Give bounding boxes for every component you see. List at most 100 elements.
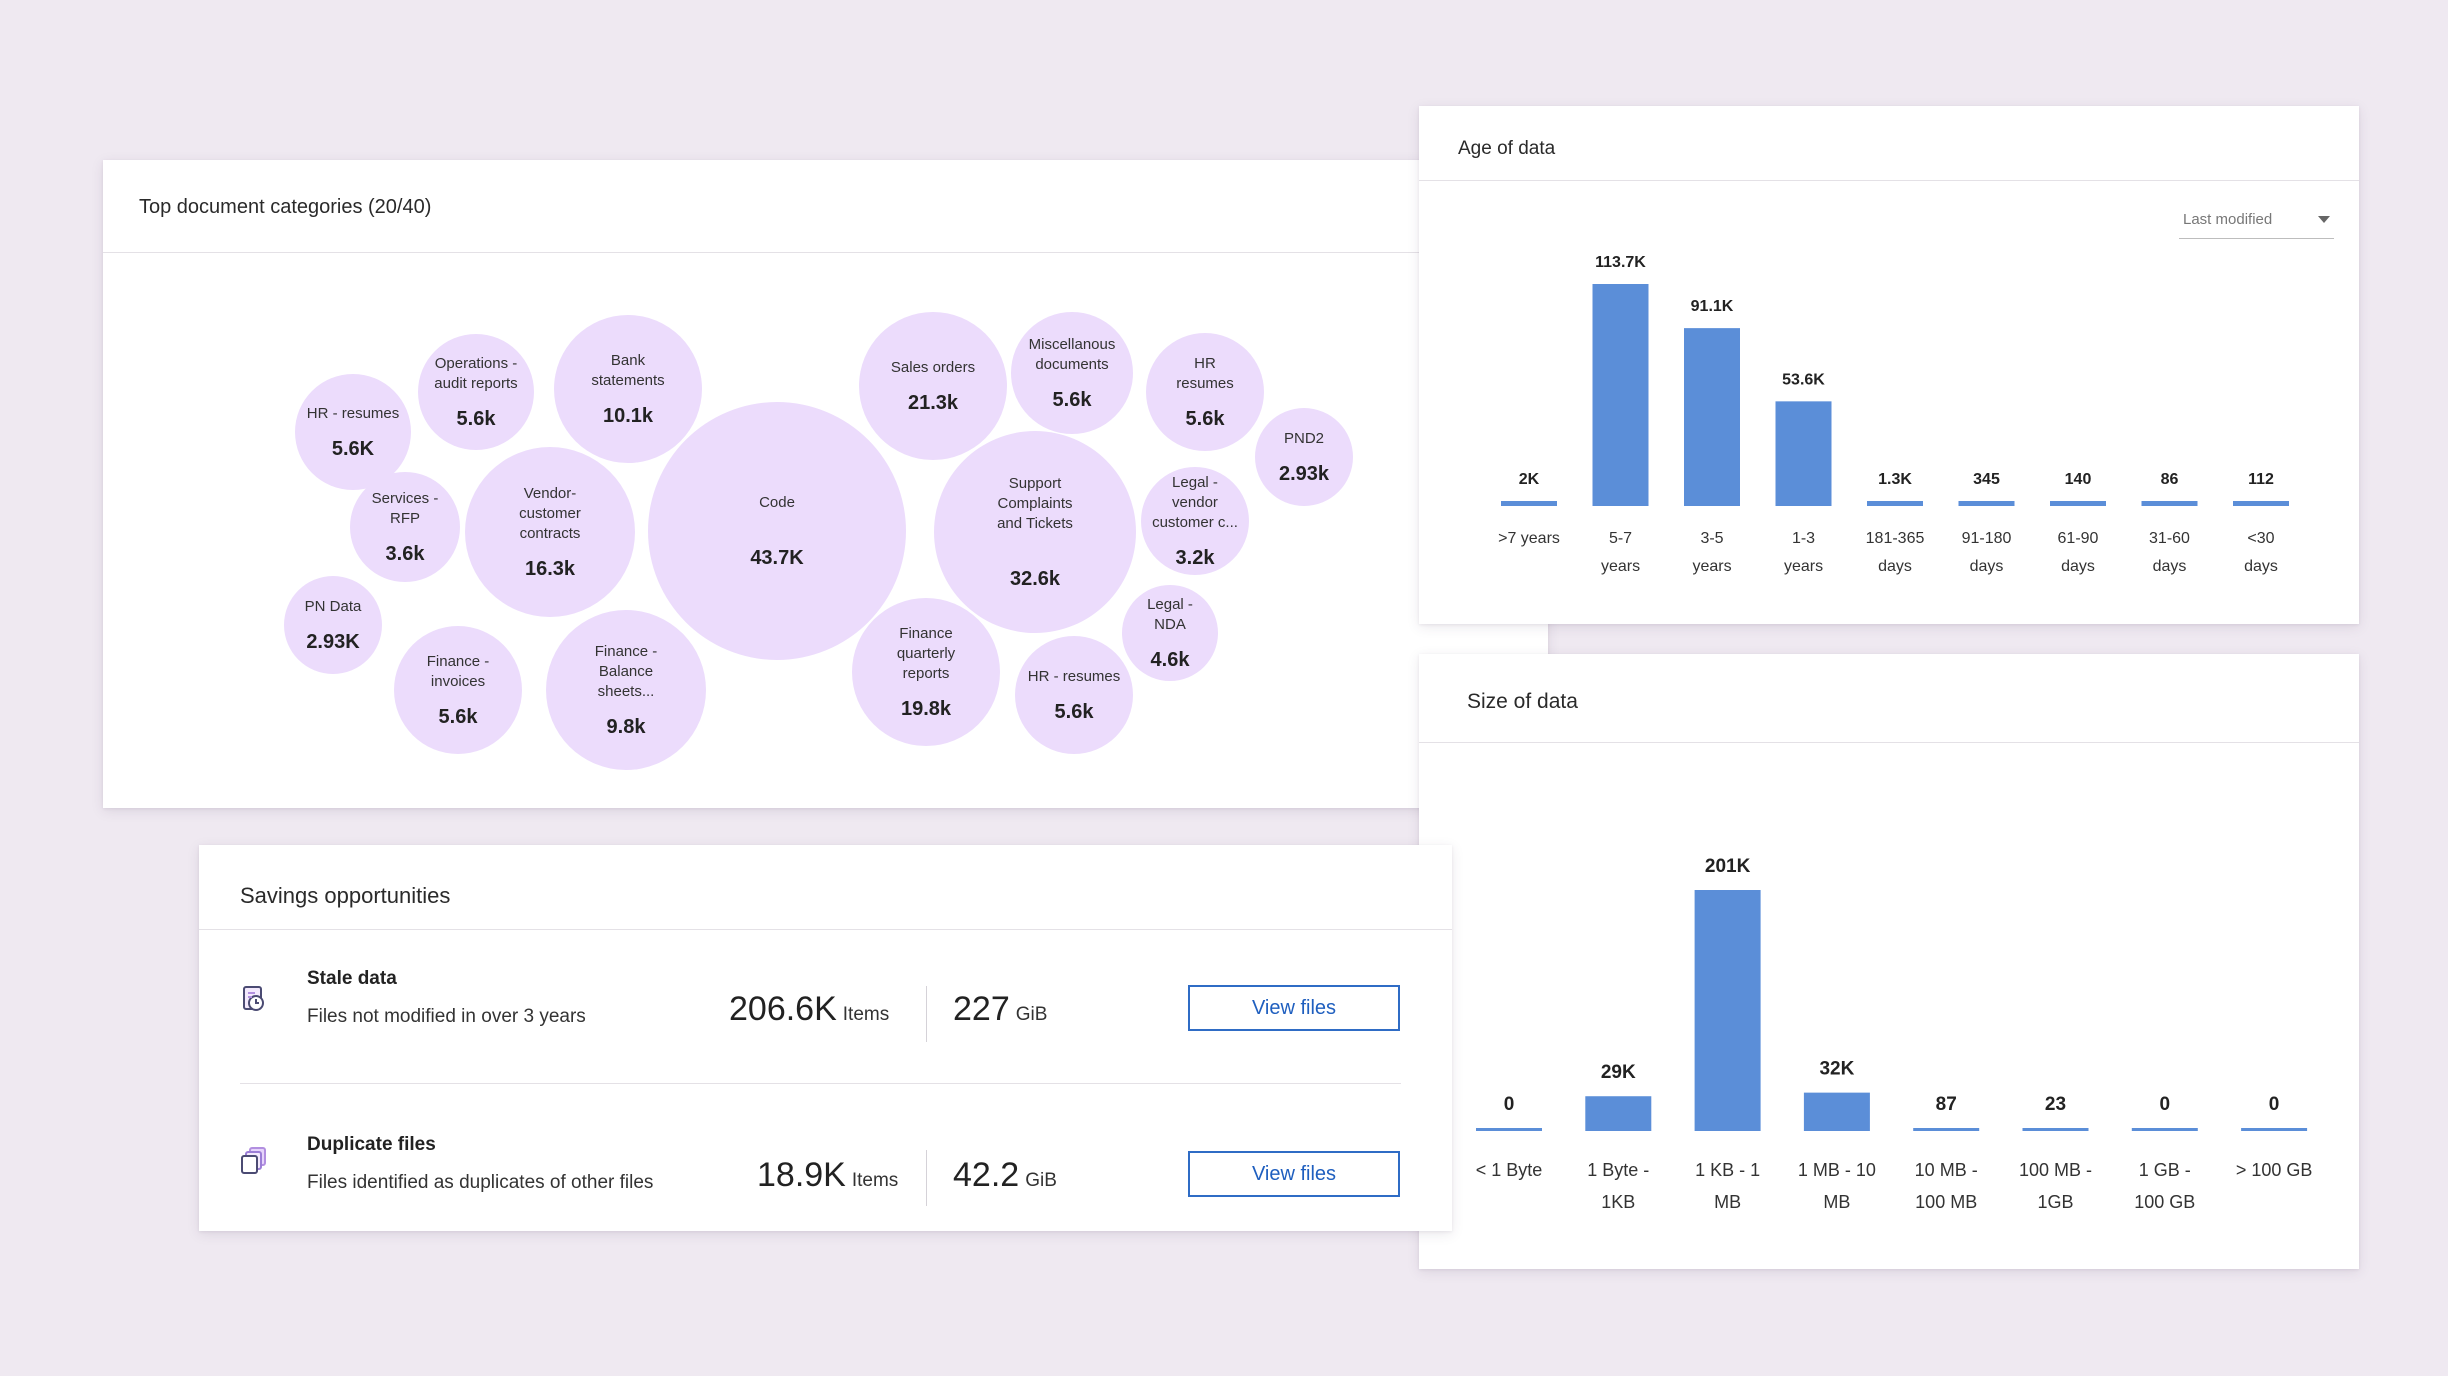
category-bubble[interactable]: Finance quarterly reports 19.8k [852,598,1000,746]
bar [1958,501,2015,506]
category-value: 16.3k [524,557,576,580]
tick-label: MB [1823,1192,1850,1212]
category-value: 5.6K [331,437,375,460]
tick-label: 5-7 [1609,530,1632,547]
savings-title: Savings opportunities [240,883,451,908]
category-bubble[interactable]: Code 43.7K [648,402,906,660]
bar [2241,1128,2308,1131]
bar [1775,401,1832,506]
data-label: 29K [1601,1062,1636,1083]
category-value: 5.6k [456,407,496,430]
stale-items-unit: Items [842,1004,890,1025]
category-bubble[interactable]: Support Complaints and Tickets 32.6k [934,431,1136,633]
category-label: Services - RFP [371,489,439,527]
data-label: 32K [1819,1059,1854,1080]
duplicate-items-unit: Items [851,1170,899,1191]
bar [2233,501,2289,506]
tick-label: 1 GB - [2139,1160,2191,1180]
category-label: PND2 [1283,429,1324,447]
stale-view-files-button[interactable]: View files [1188,985,1400,1031]
bar [1803,1092,1870,1131]
data-label: 0 [2160,1094,2171,1115]
category-value: 43.7K [750,546,804,569]
category-bubble[interactable]: Bank statements 10.1k [554,315,702,463]
data-label: 1.3K [1878,471,1912,488]
category-label: Bank statements [591,351,665,389]
tick-label: 10 MB - [1915,1160,1978,1180]
duplicate-files-name: Duplicate files [307,1134,436,1155]
duplicate-view-files-button[interactable]: View files [1188,1151,1400,1197]
category-bubble[interactable]: Sales orders 21.3k [859,312,1007,460]
category-value: 4.6k [1150,648,1190,671]
category-bubble[interactable]: Operations - audit reports 5.6k [418,334,534,450]
tick-label: days [1970,558,2004,575]
tick-label: 100 GB [2134,1192,2195,1212]
category-label: HR - resumes [1027,667,1121,685]
bar [2050,501,2106,506]
category-label: Legal - vendor customer c... [1152,473,1238,531]
duplicate-size-value: 42.2 [953,1156,1020,1194]
tick-label: days [2244,558,2278,575]
metric-separator [926,1150,927,1206]
category-bubble[interactable]: PN Data 2.93K [284,576,382,674]
category-bubble[interactable]: Legal - vendor customer c... 3.2k [1141,467,1249,575]
size-of-data-card: Size of data 0 < 1 Byte 29K 1 Byte - 1KB 201K… [1419,654,2359,1269]
tick-label: >7 years [1498,530,1560,547]
row-divider [240,1083,1401,1084]
category-bubble[interactable]: HR - resumes 5.6K [295,374,411,490]
bar [1694,890,1761,1131]
category-bubble[interactable]: Legal - NDA 4.6k [1122,585,1218,681]
bar [2141,501,2198,506]
age-title: Age of data [1458,138,1556,159]
tick-label: 91-180 [1962,530,2012,547]
tick-label: <30 [2247,530,2274,547]
tick-label: 1-3 [1792,530,1815,547]
category-bubble[interactable]: Services - RFP 3.6k [350,472,460,582]
category-bubble[interactable]: Miscellanous documents 5.6k [1011,312,1133,434]
category-label: Finance quarterly reports [896,624,956,682]
category-label: Vendor- customer contracts [519,484,581,542]
category-bubble[interactable]: Vendor- customer contracts 16.3k [465,447,635,617]
tick-label: years [1692,558,1731,575]
chevron-down-icon [2318,215,2330,223]
savings-divider [199,929,1452,930]
bar [1501,501,1557,506]
category-value: 19.8k [900,697,952,720]
bubble-chart: HR - resumes 5.6K Operations - audit repor… [103,160,1548,808]
tick-label: 3-5 [1700,530,1723,547]
bar [2022,1128,2089,1131]
tick-label: 31-60 [2149,530,2190,547]
savings-opportunities-card: Savings opportunities Stale data Files n… [199,845,1452,1231]
category-label: HR - resumes [306,404,400,422]
category-value: 2.93K [306,630,360,653]
tick-label: 1GB [2037,1192,2073,1212]
bar [1592,284,1649,506]
category-bubble[interactable]: HR resumes 5.6k [1146,333,1264,451]
stale-data-icon [243,986,264,1011]
category-value: 5.6k [1185,407,1225,430]
tick-label: 100 MB [1915,1192,1977,1212]
tick-label: days [2153,558,2187,575]
bar [1476,1128,1542,1131]
category-value: 32.6k [1009,567,1061,590]
data-label: 91.1K [1691,298,1734,315]
stale-data-name: Stale data [307,968,397,989]
category-bubble[interactable]: Finance - invoices 5.6k [394,626,522,754]
category-value: 5.6k [438,705,478,728]
category-value: 5.6k [1054,700,1094,723]
data-label: 0 [2269,1094,2280,1115]
category-bubble[interactable]: HR - resumes 5.6k [1015,636,1133,754]
category-value: 21.3k [907,391,959,414]
category-bubble[interactable]: PND2 2.93k [1255,408,1353,506]
data-label: 345 [1973,471,2000,488]
document-categories-card: Top document categories (20/40) HR - res… [103,160,1548,808]
stale-items-metric: 206.6K Items [729,990,889,1029]
category-bubble[interactable]: Finance - Balance sheets... 9.8k [546,610,706,770]
category-label: Support Complaints and Tickets [997,474,1073,532]
age-filter-select[interactable]: Last modified [2179,206,2334,239]
categories-divider [103,252,1548,253]
duplicate-size-metric: 42.2 GiB [953,1156,1057,1195]
category-label: Finance - Balance sheets... [594,642,658,700]
tick-label: 1KB [1601,1192,1635,1212]
duplicate-items-metric: 18.9K Items [757,1156,898,1195]
